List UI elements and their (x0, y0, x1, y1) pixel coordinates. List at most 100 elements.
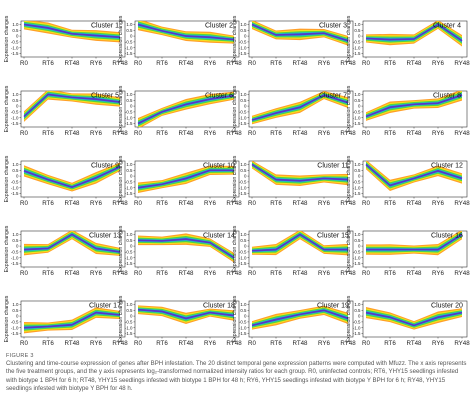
x-tick-label: R0 (20, 200, 28, 207)
y-tick-label: -0.5 (11, 40, 19, 45)
x-tick-label: R0 (362, 340, 370, 347)
series-line (251, 23, 349, 42)
y-tick-label: 0 (130, 174, 133, 179)
expression-bands (23, 231, 121, 256)
y-tick-label: 0.5 (12, 168, 19, 173)
x-tick-label: RT6 (270, 270, 282, 277)
y-axis-label: Expression changes (232, 225, 238, 272)
y-tick-label: 0 (244, 34, 247, 39)
y-axis-label: Expression changes (232, 15, 238, 62)
x-tick-label: R0 (362, 130, 370, 137)
cluster-title: Cluster 17 (89, 303, 121, 310)
y-tick-label: -1.0 (11, 255, 19, 260)
y-tick-label: 1.0 (12, 22, 19, 27)
y-tick-label: 0 (16, 244, 19, 249)
x-tick-label: RY48 (112, 200, 128, 207)
y-tick-label: -1.5 (125, 261, 133, 266)
expression-bands (251, 91, 349, 125)
y-tick-label: 0.5 (240, 168, 247, 173)
x-tick-label: RY48 (226, 200, 242, 207)
y-tick-label: -0.5 (125, 250, 133, 255)
series-line (23, 23, 121, 39)
cluster-title: Cluster 6 (205, 93, 233, 100)
y-tick-label: -1.0 (11, 45, 19, 50)
y-tick-label: 1.0 (354, 232, 361, 237)
expression-bands (23, 162, 121, 192)
y-tick-label: -1.0 (125, 115, 133, 120)
x-tick-label: R0 (248, 270, 256, 277)
x-tick-label: RT48 (406, 60, 422, 67)
series-line (137, 169, 234, 189)
x-tick-label: RT48 (64, 200, 80, 207)
cluster-panel: Cluster 16 1.00.50-0.5-1.0-1.5Expression … (346, 225, 470, 277)
cluster-title: Cluster 13 (89, 233, 121, 240)
y-tick-label: 0 (358, 104, 361, 109)
y-tick-label: 0 (16, 104, 19, 109)
x-tick-label: RY6 (204, 200, 216, 207)
x-tick-label: R0 (134, 200, 142, 207)
x-tick-label: R0 (20, 130, 28, 137)
x-tick-label: RT48 (178, 130, 194, 137)
y-tick-label: -0.5 (353, 250, 361, 255)
y-tick-label: 0 (358, 314, 361, 319)
y-tick-label: 0.5 (12, 238, 19, 243)
y-tick-label: -1.0 (239, 185, 247, 190)
x-tick-label: RT6 (384, 270, 396, 277)
series-line (23, 233, 121, 253)
x-tick-label: RY48 (340, 270, 356, 277)
expression-bands (251, 231, 348, 256)
cluster-title: Cluster 1 (91, 23, 119, 30)
x-tick-label: RY6 (318, 130, 330, 137)
y-tick-label: 1.0 (354, 302, 361, 307)
y-tick-label: 0 (358, 34, 361, 39)
y-tick-label: -1.5 (353, 331, 361, 336)
x-tick-label: RY6 (318, 270, 330, 277)
y-axis-label: Expression changes (4, 15, 10, 62)
x-tick-label: R0 (362, 200, 370, 207)
y-tick-label: -1.5 (239, 331, 247, 336)
y-axis-label: Expression changes (232, 295, 238, 342)
band-3 (138, 93, 234, 127)
y-tick-label: 1.0 (126, 162, 133, 167)
y-tick-label: 0.5 (240, 28, 247, 33)
x-tick-label: RY6 (204, 130, 216, 137)
x-tick-label: RY48 (454, 200, 470, 207)
y-tick-label: 0 (130, 314, 133, 319)
caption-text: Clustering and time-course expression of… (6, 360, 467, 392)
y-tick-label: 0.5 (240, 308, 247, 313)
y-tick-label: -0.5 (239, 320, 247, 325)
expression-bands (137, 165, 234, 193)
x-tick-label: RT6 (270, 340, 282, 347)
y-axis-label: Expression changes (346, 225, 352, 272)
y-tick-label: -1.0 (125, 325, 133, 330)
x-tick-label: RY48 (112, 130, 128, 137)
y-tick-label: 0 (244, 244, 247, 249)
y-axis-label: Expression changes (4, 85, 10, 132)
y-tick-label: -1.5 (11, 331, 19, 336)
y-tick-label: -1.0 (239, 45, 247, 50)
y-tick-label: 0 (16, 34, 19, 39)
x-tick-label: RT48 (292, 60, 308, 67)
x-tick-label: RT6 (42, 270, 54, 277)
series-line (137, 238, 235, 259)
x-tick-label: RT6 (384, 60, 396, 67)
y-tick-label: 0.5 (240, 238, 247, 243)
y-tick-label: 1.0 (12, 232, 19, 237)
y-tick-label: 0.5 (354, 308, 361, 313)
x-tick-label: RT6 (156, 200, 168, 207)
x-tick-label: RY48 (340, 130, 356, 137)
cluster-title: Cluster 16 (431, 233, 463, 240)
y-tick-label: -1.5 (353, 51, 361, 56)
y-tick-label: -1.5 (239, 51, 247, 56)
band-3 (252, 307, 348, 328)
x-tick-label: RT48 (64, 60, 80, 67)
x-tick-label: RY48 (112, 270, 128, 277)
y-tick-label: -0.5 (239, 110, 247, 115)
y-tick-label: 0.5 (126, 28, 133, 33)
y-tick-label: -1.0 (353, 45, 361, 50)
y-tick-label: 1.0 (240, 92, 247, 97)
y-tick-label: -1.0 (125, 45, 133, 50)
